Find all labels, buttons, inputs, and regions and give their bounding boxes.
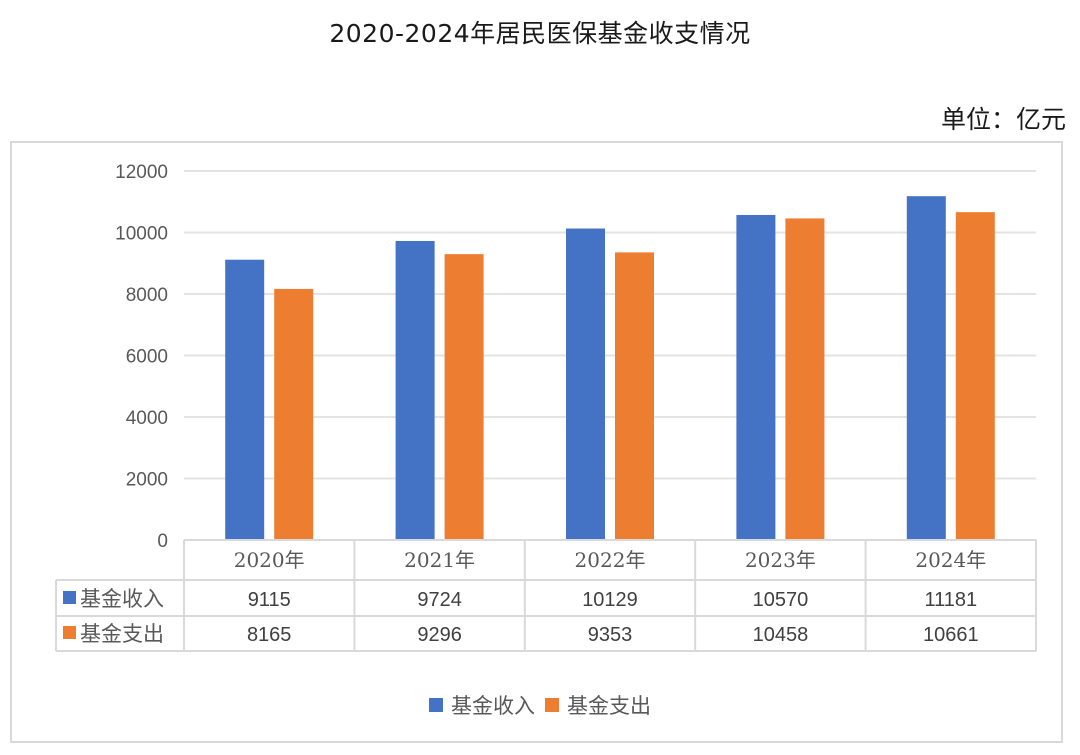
- table-cell-income: 10129: [582, 589, 638, 611]
- legend-label-income: 基金收入: [451, 694, 535, 718]
- y-tick-label: 2000: [126, 470, 168, 491]
- table-cell-income: 9724: [417, 589, 462, 611]
- bar-expense: [444, 254, 484, 540]
- y-tick-label: 12000: [115, 162, 168, 183]
- table-cell-expense: 10661: [923, 624, 979, 646]
- category-label: 2021年: [404, 548, 475, 572]
- bar-income: [395, 240, 435, 540]
- legend-label-expense: 基金支出: [567, 694, 651, 718]
- bar-income: [566, 228, 605, 540]
- y-tick-label: 10000: [115, 224, 168, 245]
- chart-title: 2020-2024年居民医保基金收支情况: [329, 19, 751, 48]
- table-cell-income: 11181: [924, 589, 977, 611]
- bar-income: [736, 214, 776, 540]
- table-cell-income: 9115: [248, 589, 291, 611]
- table-cell-expense: 9353: [588, 624, 633, 646]
- y-tick-label: 6000: [126, 347, 168, 368]
- bar-expense: [274, 288, 314, 540]
- category-label: 2020年: [234, 548, 305, 572]
- bars: [225, 196, 995, 540]
- category-label: 2024年: [915, 548, 986, 572]
- y-tick-label: 8000: [126, 285, 168, 306]
- chart-frame: [10, 141, 1063, 743]
- legend-item-expense: 基金支出: [545, 690, 651, 720]
- row-label: 基金收入: [80, 587, 164, 611]
- legend-swatch-expense: [545, 698, 559, 712]
- legend-swatch-income: [429, 698, 443, 712]
- y-tick-label: 0: [157, 531, 168, 552]
- table-cell-expense: 8165: [247, 624, 292, 646]
- table-cell-expense: 9296: [417, 624, 462, 646]
- y-axis: 0 2000 4000 6000 8000 10000 12000: [115, 162, 168, 552]
- category-label: 2023年: [745, 548, 816, 572]
- bar-income: [906, 196, 946, 540]
- bar-expense: [785, 218, 825, 540]
- bar-income: [225, 259, 265, 540]
- row-swatch: [63, 626, 76, 639]
- data-table: 2020年 9115 8165 2021年 9724 9296 2022年 10129 9353…: [55, 539, 1037, 652]
- bar-expense: [615, 252, 654, 540]
- table-cell-expense: 10458: [753, 624, 809, 646]
- unit-label: 单位：亿元: [940, 105, 1066, 134]
- bar-expense: [955, 212, 995, 540]
- gridlines: [184, 170, 1036, 480]
- table-cell-income: 10570: [753, 589, 809, 611]
- category-label: 2022年: [575, 548, 646, 572]
- legend: 基金收入 基金支出: [0, 690, 1080, 720]
- y-tick-label: 4000: [126, 408, 168, 429]
- row-swatch: [63, 591, 76, 604]
- row-label: 基金支出: [80, 622, 164, 646]
- legend-item-income: 基金收入: [429, 690, 535, 720]
